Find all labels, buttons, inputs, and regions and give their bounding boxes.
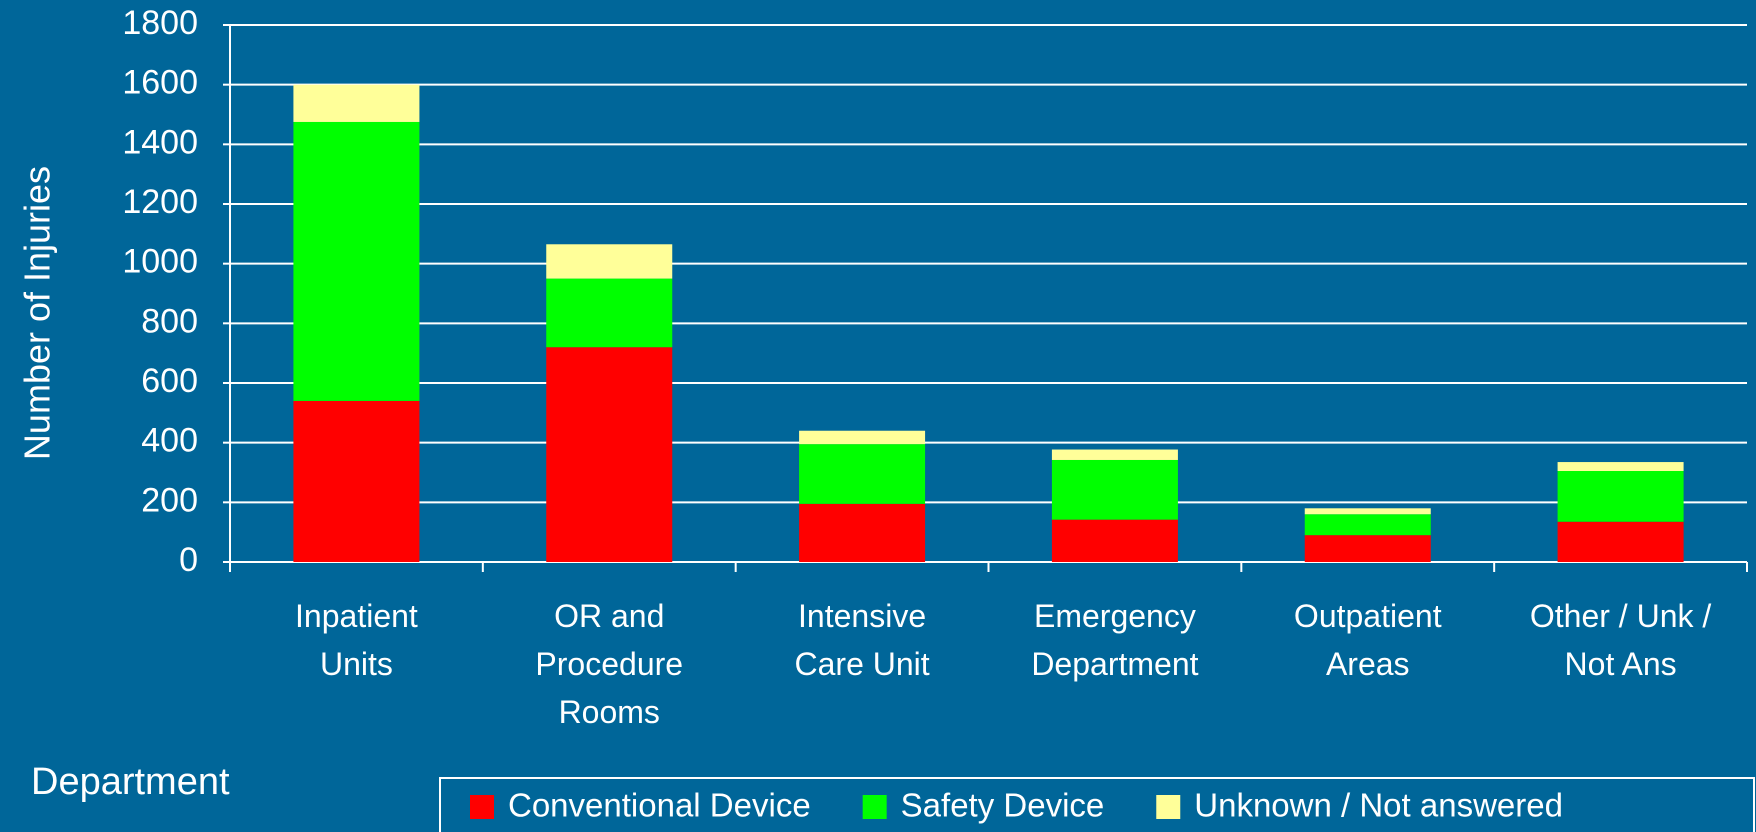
x-tick-label: OR and Procedure Rooms: [535, 598, 683, 730]
legend-box: [439, 777, 1755, 832]
x-tick-label: Emergency Department: [1031, 598, 1198, 682]
x-tick-label: Inpatient Units: [295, 598, 418, 682]
y-tick-label: 400: [141, 422, 198, 460]
bar-segment: [1557, 471, 1684, 522]
y-tick-label: 600: [141, 362, 198, 400]
x-tick-label: Intensive Care Unit: [795, 598, 930, 682]
legend-label: Unknown / Not answered: [1194, 787, 1563, 824]
bar-segment: [1557, 462, 1684, 472]
legend-label: Safety Device: [901, 787, 1105, 824]
bar-segment: [546, 278, 673, 348]
bar-segment: [1051, 519, 1178, 562]
y-tick-label: 0: [179, 541, 198, 579]
bar-segment: [1304, 508, 1431, 515]
legend-swatch: [470, 795, 494, 819]
y-tick-label: 1600: [122, 64, 198, 102]
bar-segment: [1051, 449, 1178, 460]
x-tick-label: Other / Unk / Not Ans: [1530, 598, 1712, 682]
bar-segment: [1304, 535, 1431, 562]
y-tick-label: 1200: [122, 183, 198, 221]
y-tick-label: 200: [141, 481, 198, 519]
legend-swatch: [1156, 795, 1181, 819]
bar-segment: [546, 347, 673, 562]
x-tick-label: Outpatient Areas: [1294, 598, 1442, 682]
bar-segment: [293, 84, 420, 122]
y-tick-label: 1000: [122, 243, 198, 281]
legend-swatch: [862, 795, 887, 819]
bar-segment: [799, 430, 926, 445]
bar-segment: [799, 444, 926, 504]
bar-segment: [546, 244, 673, 279]
bar-segment: [293, 400, 420, 562]
bar-segment: [293, 121, 420, 401]
bar-segment: [1304, 514, 1431, 536]
y-tick-label: 800: [141, 302, 198, 340]
bar-segment: [1051, 459, 1178, 520]
x-axis-label: Department: [31, 761, 230, 803]
legend-label: Conventional Device: [508, 787, 811, 824]
bar-segment: [799, 503, 926, 562]
y-tick-label: 1800: [122, 4, 198, 42]
y-axis-label: Number of Injuries: [17, 166, 58, 460]
bar-segment: [1557, 521, 1684, 562]
y-tick-label: 1400: [122, 123, 198, 161]
